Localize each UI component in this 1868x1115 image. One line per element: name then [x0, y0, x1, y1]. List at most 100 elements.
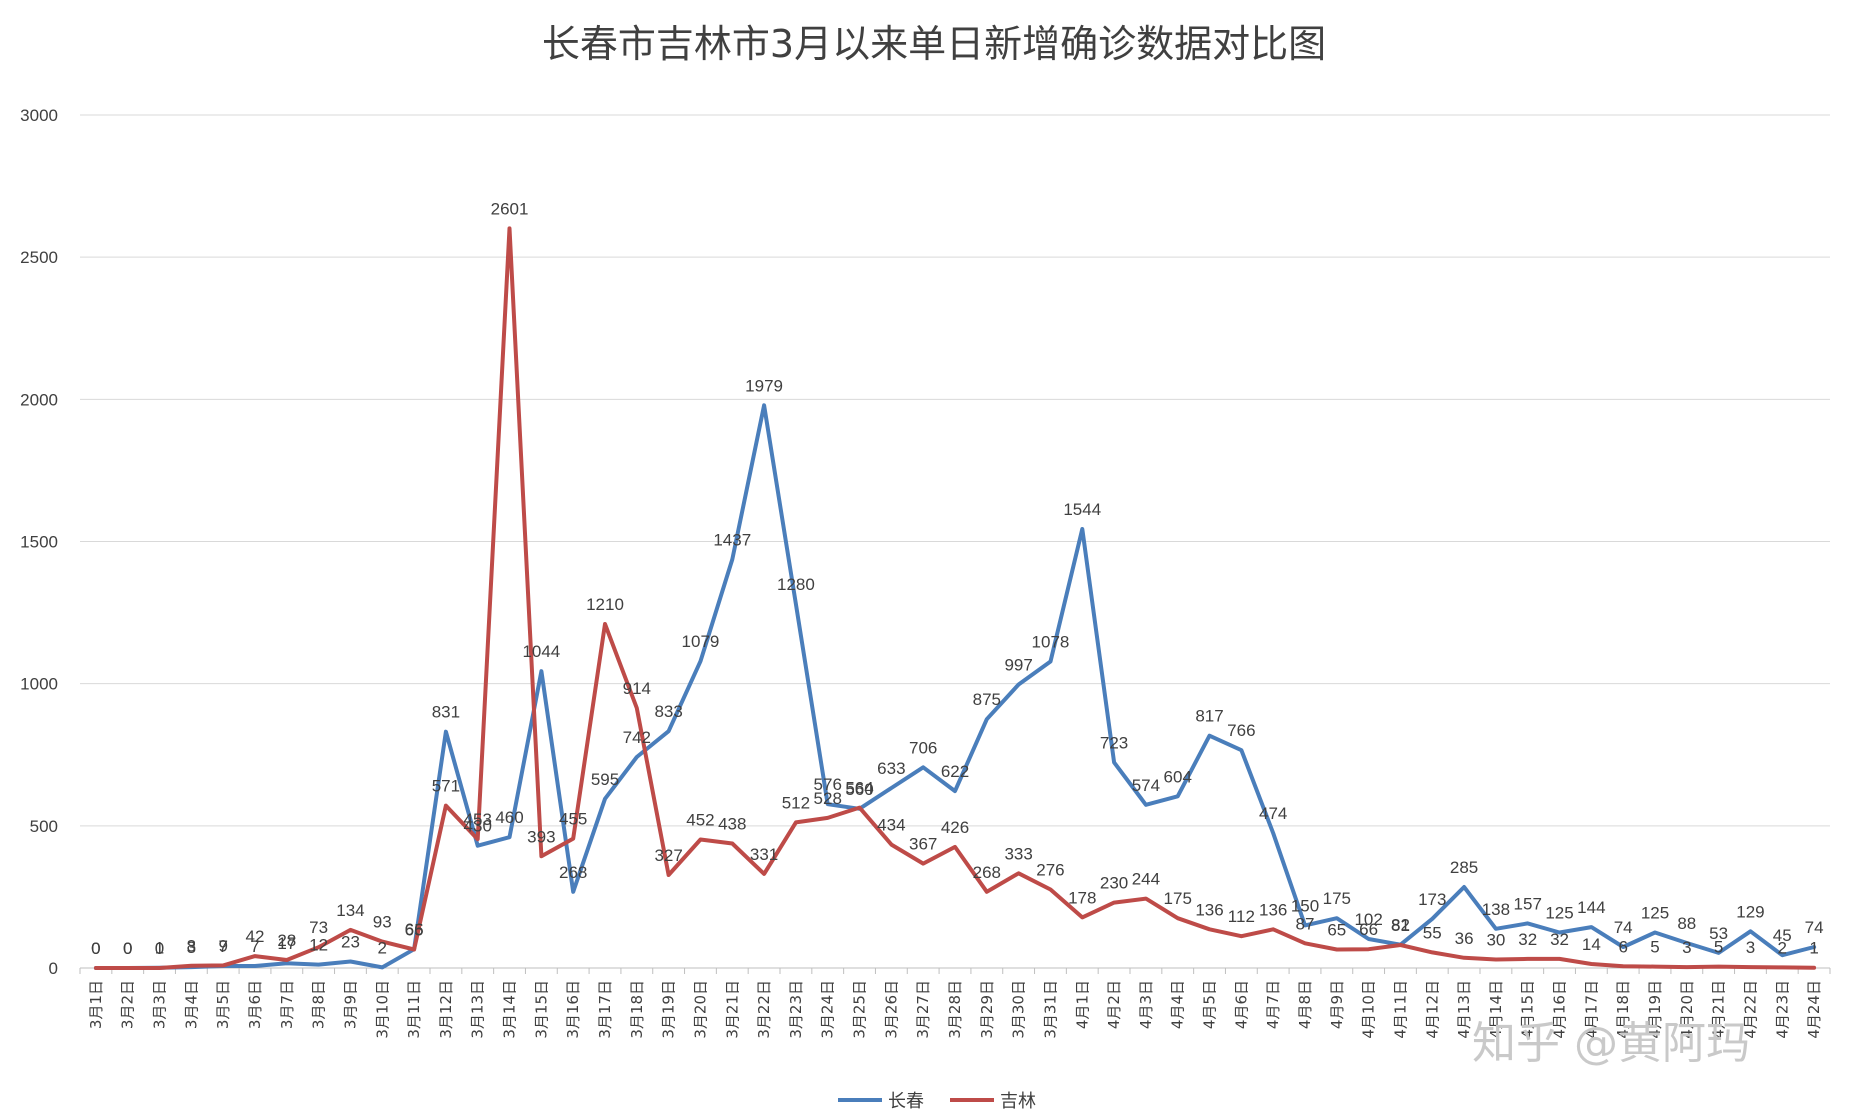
data-label: 150 — [1291, 896, 1319, 915]
data-label: 1079 — [682, 632, 720, 651]
data-label: 6 — [1618, 937, 1627, 956]
data-label: 8 — [187, 937, 196, 956]
y-tick-label: 1000 — [20, 675, 58, 694]
data-label: 3 — [187, 938, 196, 957]
x-tick-label: 3月20日 — [691, 980, 709, 1039]
data-label: 460 — [495, 808, 523, 827]
data-label: 622 — [941, 762, 969, 781]
data-label: 30 — [1486, 930, 1505, 949]
x-tick-label: 4月2日 — [1105, 980, 1123, 1029]
x-tick-label: 3月7日 — [278, 980, 296, 1029]
x-tick-label: 3月18日 — [628, 980, 646, 1039]
y-tick-label: 2000 — [20, 390, 58, 409]
x-tick-label: 4月24日 — [1805, 980, 1823, 1039]
x-tick-label: 4月16日 — [1551, 980, 1569, 1039]
data-label: 1044 — [522, 642, 560, 661]
x-tick-label: 4月11日 — [1391, 980, 1409, 1039]
x-tick-label: 3月30日 — [1010, 980, 1028, 1039]
data-label: 434 — [877, 816, 905, 835]
data-label: 45 — [1773, 926, 1792, 945]
x-tick-label: 3月19日 — [660, 980, 678, 1039]
data-label: 81 — [1391, 916, 1410, 935]
data-label: 66 — [1359, 920, 1378, 939]
data-label: 36 — [1455, 929, 1474, 948]
data-label: 82 — [1391, 916, 1410, 935]
data-label: 0 — [155, 939, 164, 958]
data-label: 426 — [941, 818, 969, 837]
data-label: 178 — [1068, 888, 1096, 907]
y-tick-label: 1500 — [20, 533, 58, 552]
gridlines — [80, 114, 1830, 969]
data-label: 285 — [1450, 858, 1478, 877]
data-label: 244 — [1132, 870, 1160, 889]
data-label: 3 — [1746, 938, 1755, 957]
x-tick-label: 3月9日 — [341, 980, 359, 1029]
data-label: 766 — [1227, 721, 1255, 740]
data-label: 914 — [623, 679, 651, 698]
x-axis: 3月1日 3月2日 3月3日 3月4日 3月5日 3月6日 3月7日 3月8日 3月9日 3月10… — [79, 967, 1831, 1039]
data-label: 2 — [1778, 938, 1787, 957]
y-tick-label: 0 — [49, 959, 58, 978]
data-label: 136 — [1195, 900, 1223, 919]
legend-entry: 长春 — [888, 1091, 924, 1112]
data-label: 88 — [1677, 914, 1696, 933]
data-label: 831 — [432, 703, 460, 722]
data-label: 875 — [973, 690, 1001, 709]
data-label: 452 — [686, 810, 714, 829]
x-tick-label: 4月1日 — [1073, 980, 1091, 1029]
x-tick-label: 3月26日 — [882, 980, 900, 1039]
data-label: 512 — [782, 793, 810, 812]
data-label: 7 — [218, 937, 227, 956]
x-tick-label: 4月20日 — [1678, 980, 1696, 1039]
x-tick-label: 3月28日 — [946, 980, 964, 1039]
data-label: 144 — [1577, 898, 1605, 917]
data-label: 73 — [309, 918, 328, 937]
data-label: 230 — [1100, 874, 1128, 893]
data-label: 5 — [1650, 938, 1659, 957]
x-tick-label: 3月12日 — [437, 980, 455, 1039]
data-label: 112 — [1228, 907, 1255, 926]
x-tick-label: 4月18日 — [1614, 980, 1632, 1039]
data-label: 455 — [559, 810, 587, 829]
data-label: 742 — [623, 728, 651, 747]
x-tick-label: 4月17日 — [1582, 980, 1600, 1039]
x-tick-label: 3月31日 — [1041, 980, 1059, 1039]
x-tick-label: 4月6日 — [1232, 980, 1250, 1029]
series-line-2 — [93, 226, 1817, 970]
x-tick-label: 4月21日 — [1710, 980, 1728, 1039]
x-tick-label: 3月2日 — [119, 980, 137, 1029]
x-tick-label: 3月11日 — [405, 980, 423, 1039]
x-tick-label: 3月1日 — [87, 980, 105, 1029]
x-tick-label: 4月3日 — [1137, 980, 1155, 1029]
x-tick-label: 3月15日 — [532, 980, 550, 1039]
data-label: 833 — [654, 702, 682, 721]
data-label: 173 — [1418, 890, 1446, 909]
data-label: 1979 — [745, 376, 783, 395]
data-label: 9 — [218, 936, 227, 955]
x-tick-label: 4月12日 — [1423, 980, 1441, 1039]
x-tick-label: 3月10日 — [373, 980, 391, 1039]
data-label: 3 — [1682, 938, 1691, 957]
x-tick-label: 4月4日 — [1169, 980, 1187, 1029]
data-label: 138 — [1482, 900, 1510, 919]
data-label: 5 — [1714, 938, 1723, 957]
data-label: 1210 — [586, 595, 624, 614]
data-label: 125 — [1545, 903, 1573, 922]
data-label: 157 — [1514, 894, 1542, 913]
x-tick-label: 3月17日 — [596, 980, 614, 1039]
x-tick-label: 3月8日 — [310, 980, 328, 1029]
data-label: 7 — [250, 937, 259, 956]
data-label: 331 — [750, 845, 778, 864]
data-label: 997 — [1004, 656, 1032, 675]
data-label: 268 — [973, 863, 1001, 882]
legend: 长春 吉林 — [838, 1091, 1036, 1112]
data-label: 74 — [1805, 918, 1824, 937]
x-tick-label: 4月13日 — [1455, 980, 1473, 1039]
x-tick-label: 3月23日 — [787, 980, 805, 1039]
data-label: 2 — [378, 938, 387, 957]
data-label: 453 — [464, 810, 492, 829]
x-tick-label: 4月19日 — [1646, 980, 1664, 1039]
x-tick-label: 4月9日 — [1328, 980, 1346, 1029]
x-tick-label: 3月24日 — [819, 980, 837, 1039]
